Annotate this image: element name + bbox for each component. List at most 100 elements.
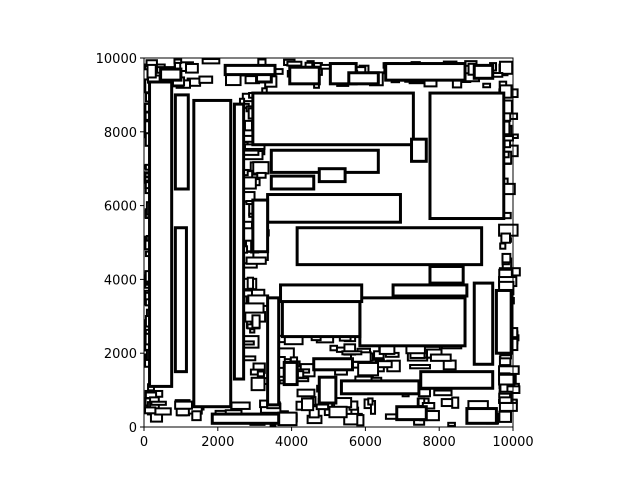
packed-rectangle [465,407,498,425]
packed-rectangle-small [256,370,265,378]
packed-rectangle-small [185,62,199,74]
y-tick-label: 0 [129,421,137,436]
packed-rectangle-small [357,361,380,377]
packed-rectangle-small [341,350,363,356]
packed-rectangle-small [367,397,374,406]
packed-rectangle-small [498,392,512,399]
y-tick-label: 2000 [104,347,137,362]
chart-marks [144,58,521,427]
packed-rectangle-small [191,410,202,422]
packed-rectangle [384,62,467,82]
packed-rectangle-small [243,119,253,132]
packed-rectangle [192,98,233,409]
packed-rectangle [282,360,299,387]
packed-rectangle-small [252,161,270,175]
x-tick-label: 10000 [492,435,533,450]
packed-rectangle-small [249,328,256,334]
packed-rectangle-small [243,302,265,314]
packed-rectangle-small [296,370,305,379]
packed-rectangle [358,296,467,348]
packed-rectangle-small [277,411,298,427]
packed-rectangle-small [500,232,512,244]
packed-rectangle-small [173,58,183,64]
y-tick-label: 10000 [96,52,137,67]
x-tick-label: 0 [140,435,148,450]
y-tick-label: 8000 [104,126,137,141]
x-tick-label: 2000 [201,435,234,450]
packed-rectangle-small [300,397,315,412]
packed-rectangle-small [451,396,460,409]
packed-rectangle-small [417,388,431,398]
packed-rectangle-small [150,400,167,406]
packed-rectangle-small [230,401,251,410]
packed-rectangle [391,283,469,298]
packed-rectangle-small [501,252,512,264]
packed-rectangle-small [198,75,214,84]
packed-rectangle-small [201,58,221,65]
packed-rectangle-small [315,403,330,411]
packed-rectangle-small [328,405,348,419]
packed-rectangle-small [286,60,303,67]
packed-rectangle [317,167,347,184]
packed-rectangle-small [433,389,453,397]
packed-rectangle-small [498,60,514,75]
x-tick-label: 8000 [423,435,456,450]
packed-rectangle [173,226,188,374]
packed-rectangle-small [144,406,157,415]
packed-rectangle [410,137,428,163]
packed-rectangle [251,198,270,254]
packed-rectangle [428,264,465,285]
packed-rectangle-small [250,376,266,392]
packed-rectangle [339,379,421,396]
packed-rectangle-small [447,421,456,427]
packed-rectangle [266,193,402,224]
packed-rectangle [494,288,513,355]
packed-rectangle [232,102,246,381]
packed-rectangle [266,296,281,407]
packed-rectangle-small [499,242,507,250]
packed-rectangle-small [154,407,172,416]
packed-rectangle [251,91,415,147]
packed-rectangle [210,412,281,425]
packed-rectangle-small [429,353,452,362]
packed-rectangle-small [296,388,316,398]
packed-rectangle [269,174,316,191]
packed-rectangle [312,357,354,372]
packed-rectangle [279,283,364,304]
packed-rectangle [159,67,183,82]
packed-rectangle [317,375,338,405]
packed-rectangle-small [256,171,267,179]
packed-rectangle-small [251,314,261,329]
y-tick-label: 6000 [104,200,137,215]
packed-rectangle-small [245,256,267,265]
packed-rectangle [295,226,484,267]
packed-rectangle-small [499,84,513,99]
packed-rectangle [419,370,495,390]
packed-rectangle-small [498,410,512,423]
packed-rectangle [395,405,428,422]
packed-rectangle-small [356,414,365,427]
packed-rectangle-small [499,354,513,360]
packed-rectangle-small [482,82,492,89]
packed-rectangle-small [174,400,193,410]
x-axis: 0 2000 4000 6000 8000 10000 [140,427,534,450]
packed-rectangle-small [409,363,432,370]
y-tick-label: 4000 [104,273,137,288]
packed-rectangle [288,65,321,86]
packed-rectangle-small [498,373,516,386]
x-tick-label: 4000 [275,435,308,450]
packed-rectangle [428,91,506,221]
packed-rectangle [347,71,380,86]
packed-rectangle-small [442,359,457,371]
packed-rectangle [472,281,495,366]
packed-rectangle [280,300,362,339]
y-axis: 0 2000 4000 6000 8000 10000 [96,52,144,436]
packed-rectangle-small [308,405,320,419]
packed-rectangle-small [246,276,255,290]
packed-rectangle [173,93,190,191]
packed-rectangle [223,63,277,77]
packed-rectangle [148,80,174,388]
packed-rectangle [472,63,495,80]
axes-frame [143,57,514,428]
